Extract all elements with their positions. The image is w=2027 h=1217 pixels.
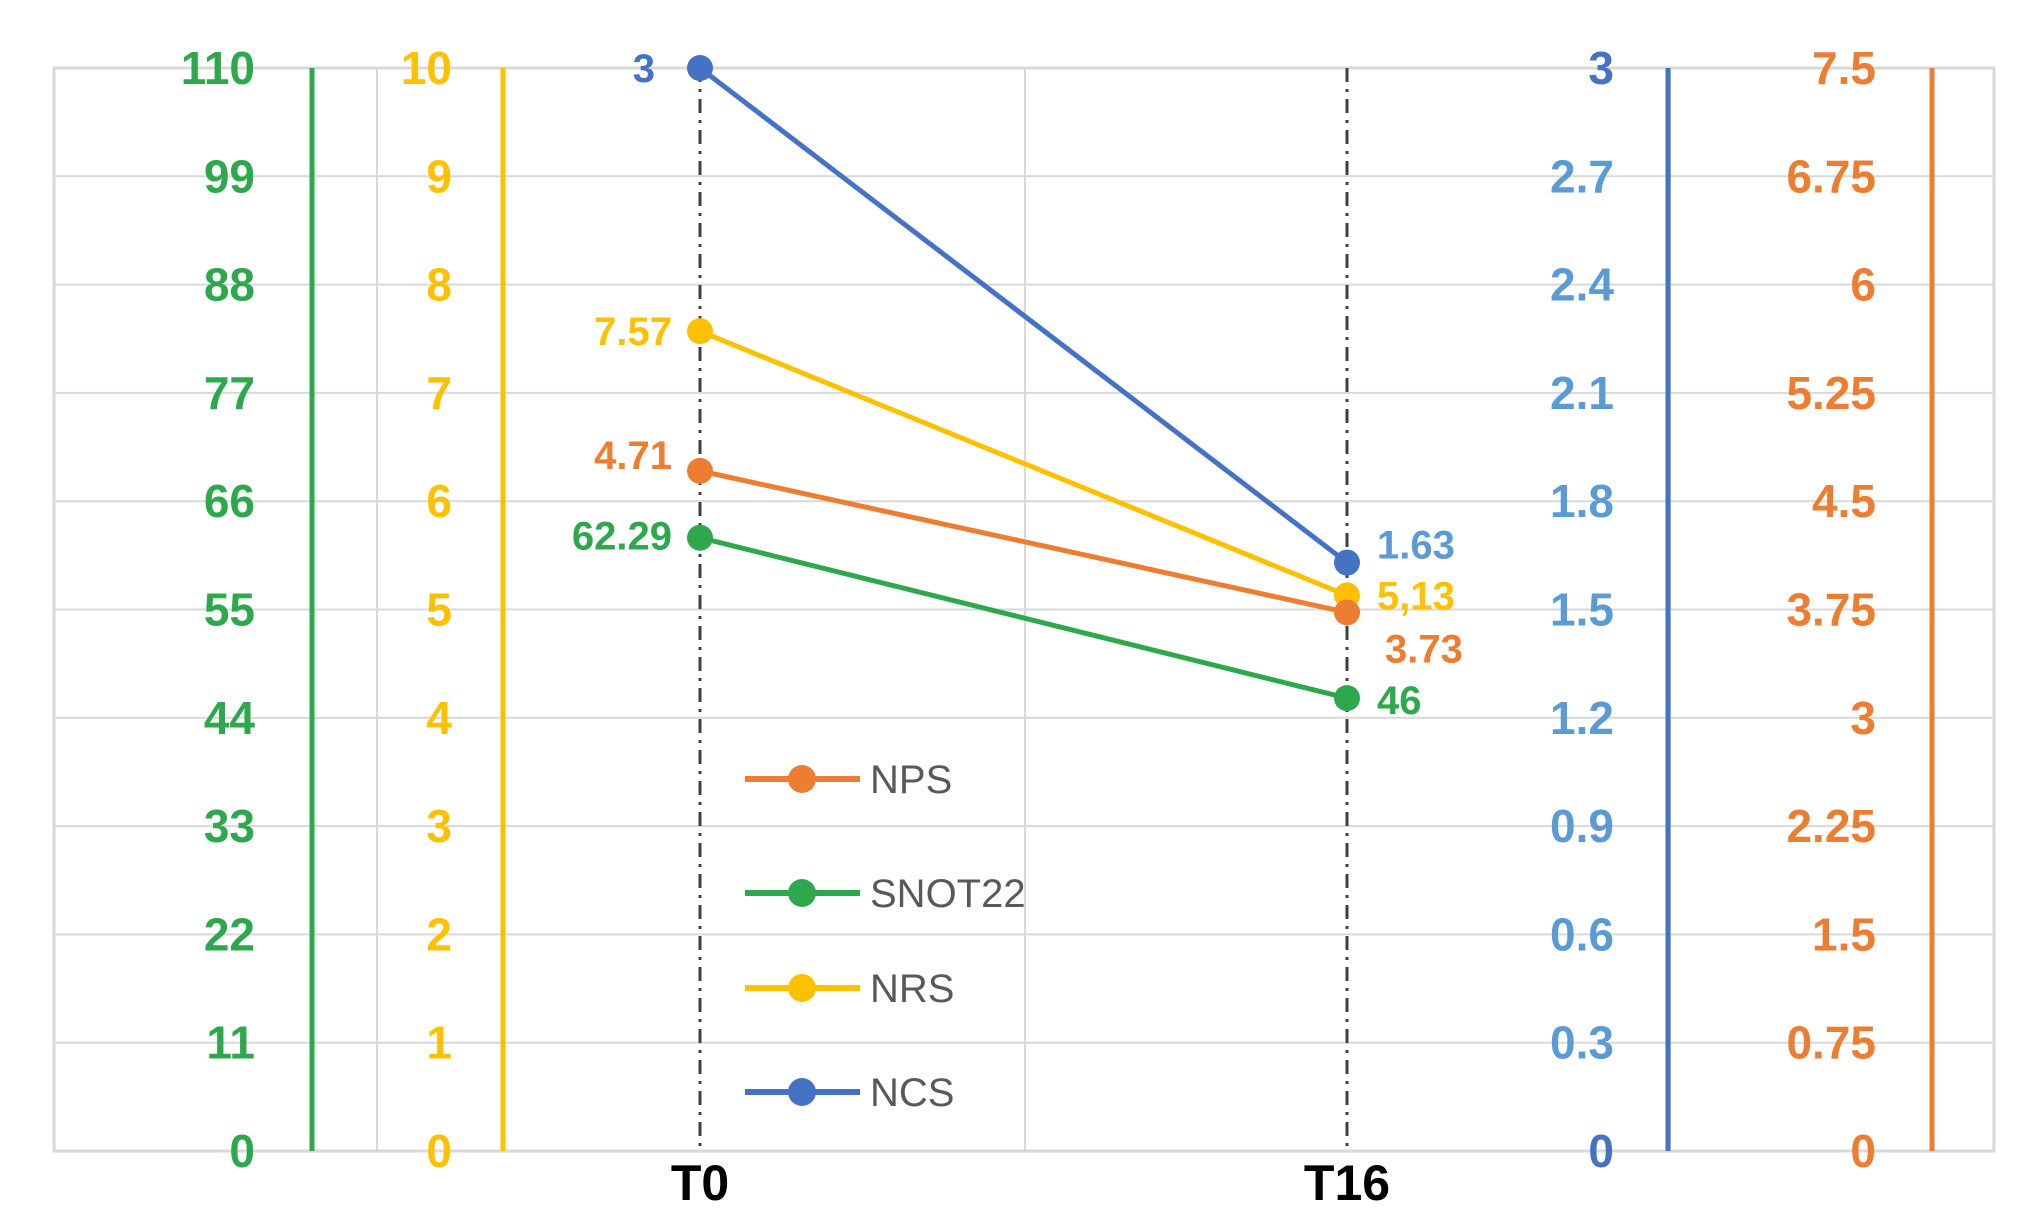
tick-label-nps: 5.25 xyxy=(1786,367,1876,419)
data-label-nrs: 7.57 xyxy=(594,310,672,354)
tick-label-nrs: 1 xyxy=(426,1017,452,1069)
tick-label-ncs: 0.3 xyxy=(1550,1017,1614,1069)
tick-label-ncs: 2.4 xyxy=(1550,259,1614,311)
tick-label-snot22: 44 xyxy=(204,692,256,744)
tick-label-ncs: 1.2 xyxy=(1550,692,1614,744)
data-label-nps: 3.73 xyxy=(1385,627,1463,671)
axes: 011223344556677889911001234567891000.30.… xyxy=(181,42,1935,1177)
data-label-snot22: 62.29 xyxy=(572,515,672,559)
legend-label-ncs: NCS xyxy=(870,1071,954,1115)
tick-label-nrs: 9 xyxy=(426,150,452,202)
tick-label-nrs: 3 xyxy=(426,800,452,852)
legend-marker-snot22 xyxy=(788,879,816,907)
legend-marker-nrs xyxy=(788,974,816,1002)
data-point-snot22 xyxy=(1334,685,1360,712)
series-group: 3 1.63 7.57 5,13 4.71 3.73 62.29 46 xyxy=(572,47,1463,723)
data-point-ncs xyxy=(687,55,713,81)
tick-label-ncs: 2.7 xyxy=(1550,150,1614,202)
data-label-nps: 4.71 xyxy=(594,434,672,478)
tick-label-ncs: 0.6 xyxy=(1550,908,1614,960)
series-line-snot22 xyxy=(699,535,1348,701)
legend-marker-ncs xyxy=(788,1078,816,1106)
tick-label-nps: 7.5 xyxy=(1812,42,1876,94)
tick-label-nps: 1.5 xyxy=(1812,908,1876,960)
tick-label-nrs: 10 xyxy=(401,42,452,94)
legend: NPS SNOT22 NRS NCS xyxy=(745,758,1026,1115)
tick-label-ncs: 1.5 xyxy=(1550,584,1614,636)
tick-label-nrs: 6 xyxy=(426,475,452,527)
series-line-nrs xyxy=(699,328,1348,598)
tick-label-ncs: 1.8 xyxy=(1550,475,1614,527)
legend-marker-nps xyxy=(788,765,816,793)
tick-label-ncs: 0.9 xyxy=(1550,800,1614,852)
tick-label-snot22: 33 xyxy=(204,800,255,852)
tick-label-nrs: 8 xyxy=(426,259,452,311)
tick-label-ncs: 3 xyxy=(1588,42,1614,94)
legend-label-nrs: NRS xyxy=(870,967,954,1011)
legend-label-snot22: SNOT22 xyxy=(870,872,1026,916)
tick-label-nps: 3 xyxy=(1850,692,1876,744)
tick-label-nps: 4.5 xyxy=(1812,475,1876,527)
tick-label-nrs: 5 xyxy=(426,584,452,636)
tick-label-nrs: 7 xyxy=(426,367,452,419)
tick-label-snot22: 66 xyxy=(204,475,255,527)
x-tick-label: T0 xyxy=(671,1155,729,1211)
series-line-ncs xyxy=(698,66,1349,565)
tick-label-snot22: 22 xyxy=(204,908,255,960)
data-label-snot22: 46 xyxy=(1377,679,1422,723)
tick-label-snot22: 77 xyxy=(204,367,255,419)
data-point-nrs xyxy=(687,318,713,345)
tick-label-snot22: 55 xyxy=(204,584,255,636)
tick-label-snot22: 0 xyxy=(229,1125,255,1177)
tick-label-nps: 6 xyxy=(1850,259,1876,311)
data-label-ncs: 1.63 xyxy=(1377,524,1455,568)
data-label-ncs: 3 xyxy=(633,47,655,91)
data-point-snot22 xyxy=(687,524,713,551)
x-axis: T0 T16 xyxy=(671,1155,1390,1211)
tick-label-snot22: 11 xyxy=(206,1017,255,1069)
data-point-nps xyxy=(1334,599,1360,626)
tick-label-nps: 2.25 xyxy=(1786,800,1876,852)
tick-label-nps: 0 xyxy=(1850,1125,1876,1177)
tick-label-snot22: 99 xyxy=(204,150,255,202)
data-label-nrs: 5,13 xyxy=(1377,574,1455,618)
tick-label-nps: 0.75 xyxy=(1786,1017,1876,1069)
data-point-ncs xyxy=(1334,549,1360,576)
x-tick-label: T16 xyxy=(1304,1155,1390,1211)
legend-label-nps: NPS xyxy=(870,758,952,802)
tick-label-nrs: 0 xyxy=(426,1125,452,1177)
tick-label-snot22: 110 xyxy=(181,42,255,94)
tick-label-nrs: 4 xyxy=(426,692,452,744)
tick-label-snot22: 88 xyxy=(204,259,255,311)
tick-label-nps: 6.75 xyxy=(1786,150,1876,202)
tick-label-nps: 3.75 xyxy=(1786,584,1876,636)
series-line-nps xyxy=(699,468,1348,615)
data-point-nps xyxy=(687,457,713,484)
tick-label-ncs: 2.1 xyxy=(1550,367,1614,419)
tick-label-nrs: 2 xyxy=(426,908,452,960)
tick-label-ncs: 0 xyxy=(1588,1125,1614,1177)
